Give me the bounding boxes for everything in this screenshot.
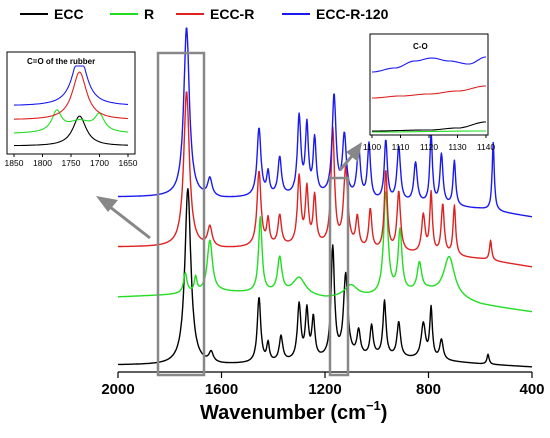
arrow-to-right-inset	[338, 142, 362, 171]
x-axis-ticks: 2000 1600 1200 800 400	[101, 372, 545, 398]
legend: ECC R ECC-R ECC-R-120	[20, 6, 389, 22]
inset-co-title: C-O	[413, 42, 428, 51]
legend-label-ecc: ECC	[54, 6, 84, 22]
inset-carbonyl-tick-label: 1700	[90, 158, 109, 168]
x-axis-label: Wavenumber (cm−1)	[200, 398, 387, 424]
legend-entry-ecc-r: ECC-R	[176, 6, 254, 22]
inset-co-line-r	[372, 130, 486, 133]
legend-entry-r: R	[110, 6, 154, 22]
inset-carbonyl-title: C=O of the rubber	[27, 57, 95, 66]
inset-co-ticks: 1100 1110 1120 1130 1140	[363, 135, 496, 152]
inset-co-tick-label: 1100	[363, 142, 382, 152]
inset-carbonyl-series	[13, 65, 129, 147]
series-line-ecc-r-120	[117, 27, 533, 218]
spectra-series	[117, 27, 533, 368]
legend-label-ecc-r-120: ECC-R-120	[316, 6, 389, 22]
inset-co-tick-label: 1130	[448, 142, 467, 152]
inset-carbonyl-tick-label: 1800	[33, 158, 52, 168]
inset-co-tick-label: 1120	[420, 142, 439, 152]
inset-co-frame	[369, 33, 489, 136]
inset-carbonyl-tick-label: 1850	[5, 158, 24, 168]
series-line-ecc	[117, 188, 533, 368]
inset-carbonyl-tick-label: 1650	[119, 158, 138, 168]
highlight-box-co	[328, 176, 350, 377]
highlight-box-carbonyl	[156, 51, 206, 377]
x-tick-label: 1200	[308, 381, 341, 398]
inset-carbonyl-line-r	[14, 109, 129, 134]
inset-co-line-ecc-r-120	[372, 56, 487, 73]
x-tick-label: 2000	[101, 381, 134, 398]
inset-co-line-ecc	[372, 121, 486, 132]
x-tick-label: 400	[519, 381, 544, 398]
legend-entry-ecc: ECC	[20, 6, 84, 22]
legend-label-r: R	[144, 6, 154, 22]
inset-carbonyl-line-ecc-r-120	[14, 65, 128, 106]
inset-co-tick-label: 1140	[477, 142, 496, 152]
x-tick-label: 800	[416, 381, 441, 398]
inset-carbonyl: C=O of the rubber 1850 1800 1750 1700 1650	[5, 51, 138, 168]
inset-carbonyl-tick-label: 1750	[62, 158, 81, 168]
inset-co-line-ecc-r	[372, 85, 486, 99]
inset-co-series	[372, 56, 487, 133]
inset-co: C-O 1100 1110 1120 1130 1140	[363, 33, 496, 152]
series-line-ecc-r	[117, 91, 533, 268]
inset-carbonyl-line-ecc	[13, 115, 128, 147]
legend-label-ecc-r: ECC-R	[210, 6, 254, 22]
inset-carbonyl-line-ecc-r	[14, 71, 129, 120]
series-line-r	[117, 191, 533, 313]
arrow-to-left-inset	[96, 196, 151, 240]
inset-carbonyl-ticks: 1850 1800 1750 1700 1650	[5, 154, 138, 168]
legend-entry-ecc-r-120: ECC-R-120	[282, 6, 389, 22]
x-tick-label: 1600	[205, 381, 238, 398]
inset-co-tick-label: 1110	[392, 142, 410, 152]
